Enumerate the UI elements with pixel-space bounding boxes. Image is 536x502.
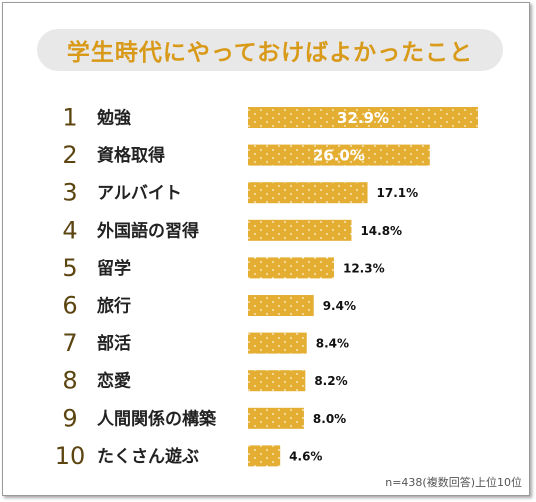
value-label: 8.2% [314,374,347,388]
rank-number: 10 [55,442,86,470]
bar [248,370,306,392]
category-label: 留学 [97,258,131,279]
bar [248,332,307,354]
sample-note: n=438(複数回答)上位10位 [385,476,522,489]
rank-number: 6 [62,292,77,320]
category-label: 恋愛 [97,371,131,392]
category-label: 旅行 [97,296,131,317]
category-label: 部活 [97,333,131,354]
bar [248,295,314,316]
rank-number: 3 [62,179,77,207]
rank-number: 9 [62,404,77,432]
category-label: 人間関係の構築 [97,408,217,429]
chart-title: 学生時代にやっておけばよかったこと [66,40,474,66]
value-label: 8.4% [316,337,349,351]
rank-number: 1 [62,104,77,132]
rank-number: 5 [62,254,77,282]
rank-number: 7 [62,329,77,357]
bar [248,144,430,166]
value-label: 4.6% [289,449,322,463]
category-label: 勉強 [96,108,131,129]
bar [248,182,368,204]
category-label: 外国語の習得 [97,220,199,241]
rank-number: 2 [62,141,77,169]
bar [248,257,334,279]
bar [248,407,304,429]
title-banner: 学生時代にやっておけばよかったこと [37,29,503,71]
value-label: 9.4% [323,299,356,313]
value-label: 17.1% [377,186,419,200]
value-label: 14.8% [360,224,402,238]
value-label: 32.9% [337,109,389,127]
value-label: 8.0% [313,412,346,426]
bar [248,445,281,467]
value-label: 12.3% [343,261,385,275]
category-label: たくさん遊ぶ [97,446,199,467]
rank-number: 8 [62,367,77,395]
category-label: 資格取得 [97,145,165,166]
bar [248,219,352,241]
category-label: アルバイト [97,184,182,204]
bar [248,107,478,128]
rank-number: 4 [62,216,77,244]
value-label: 26.0% [313,147,365,165]
